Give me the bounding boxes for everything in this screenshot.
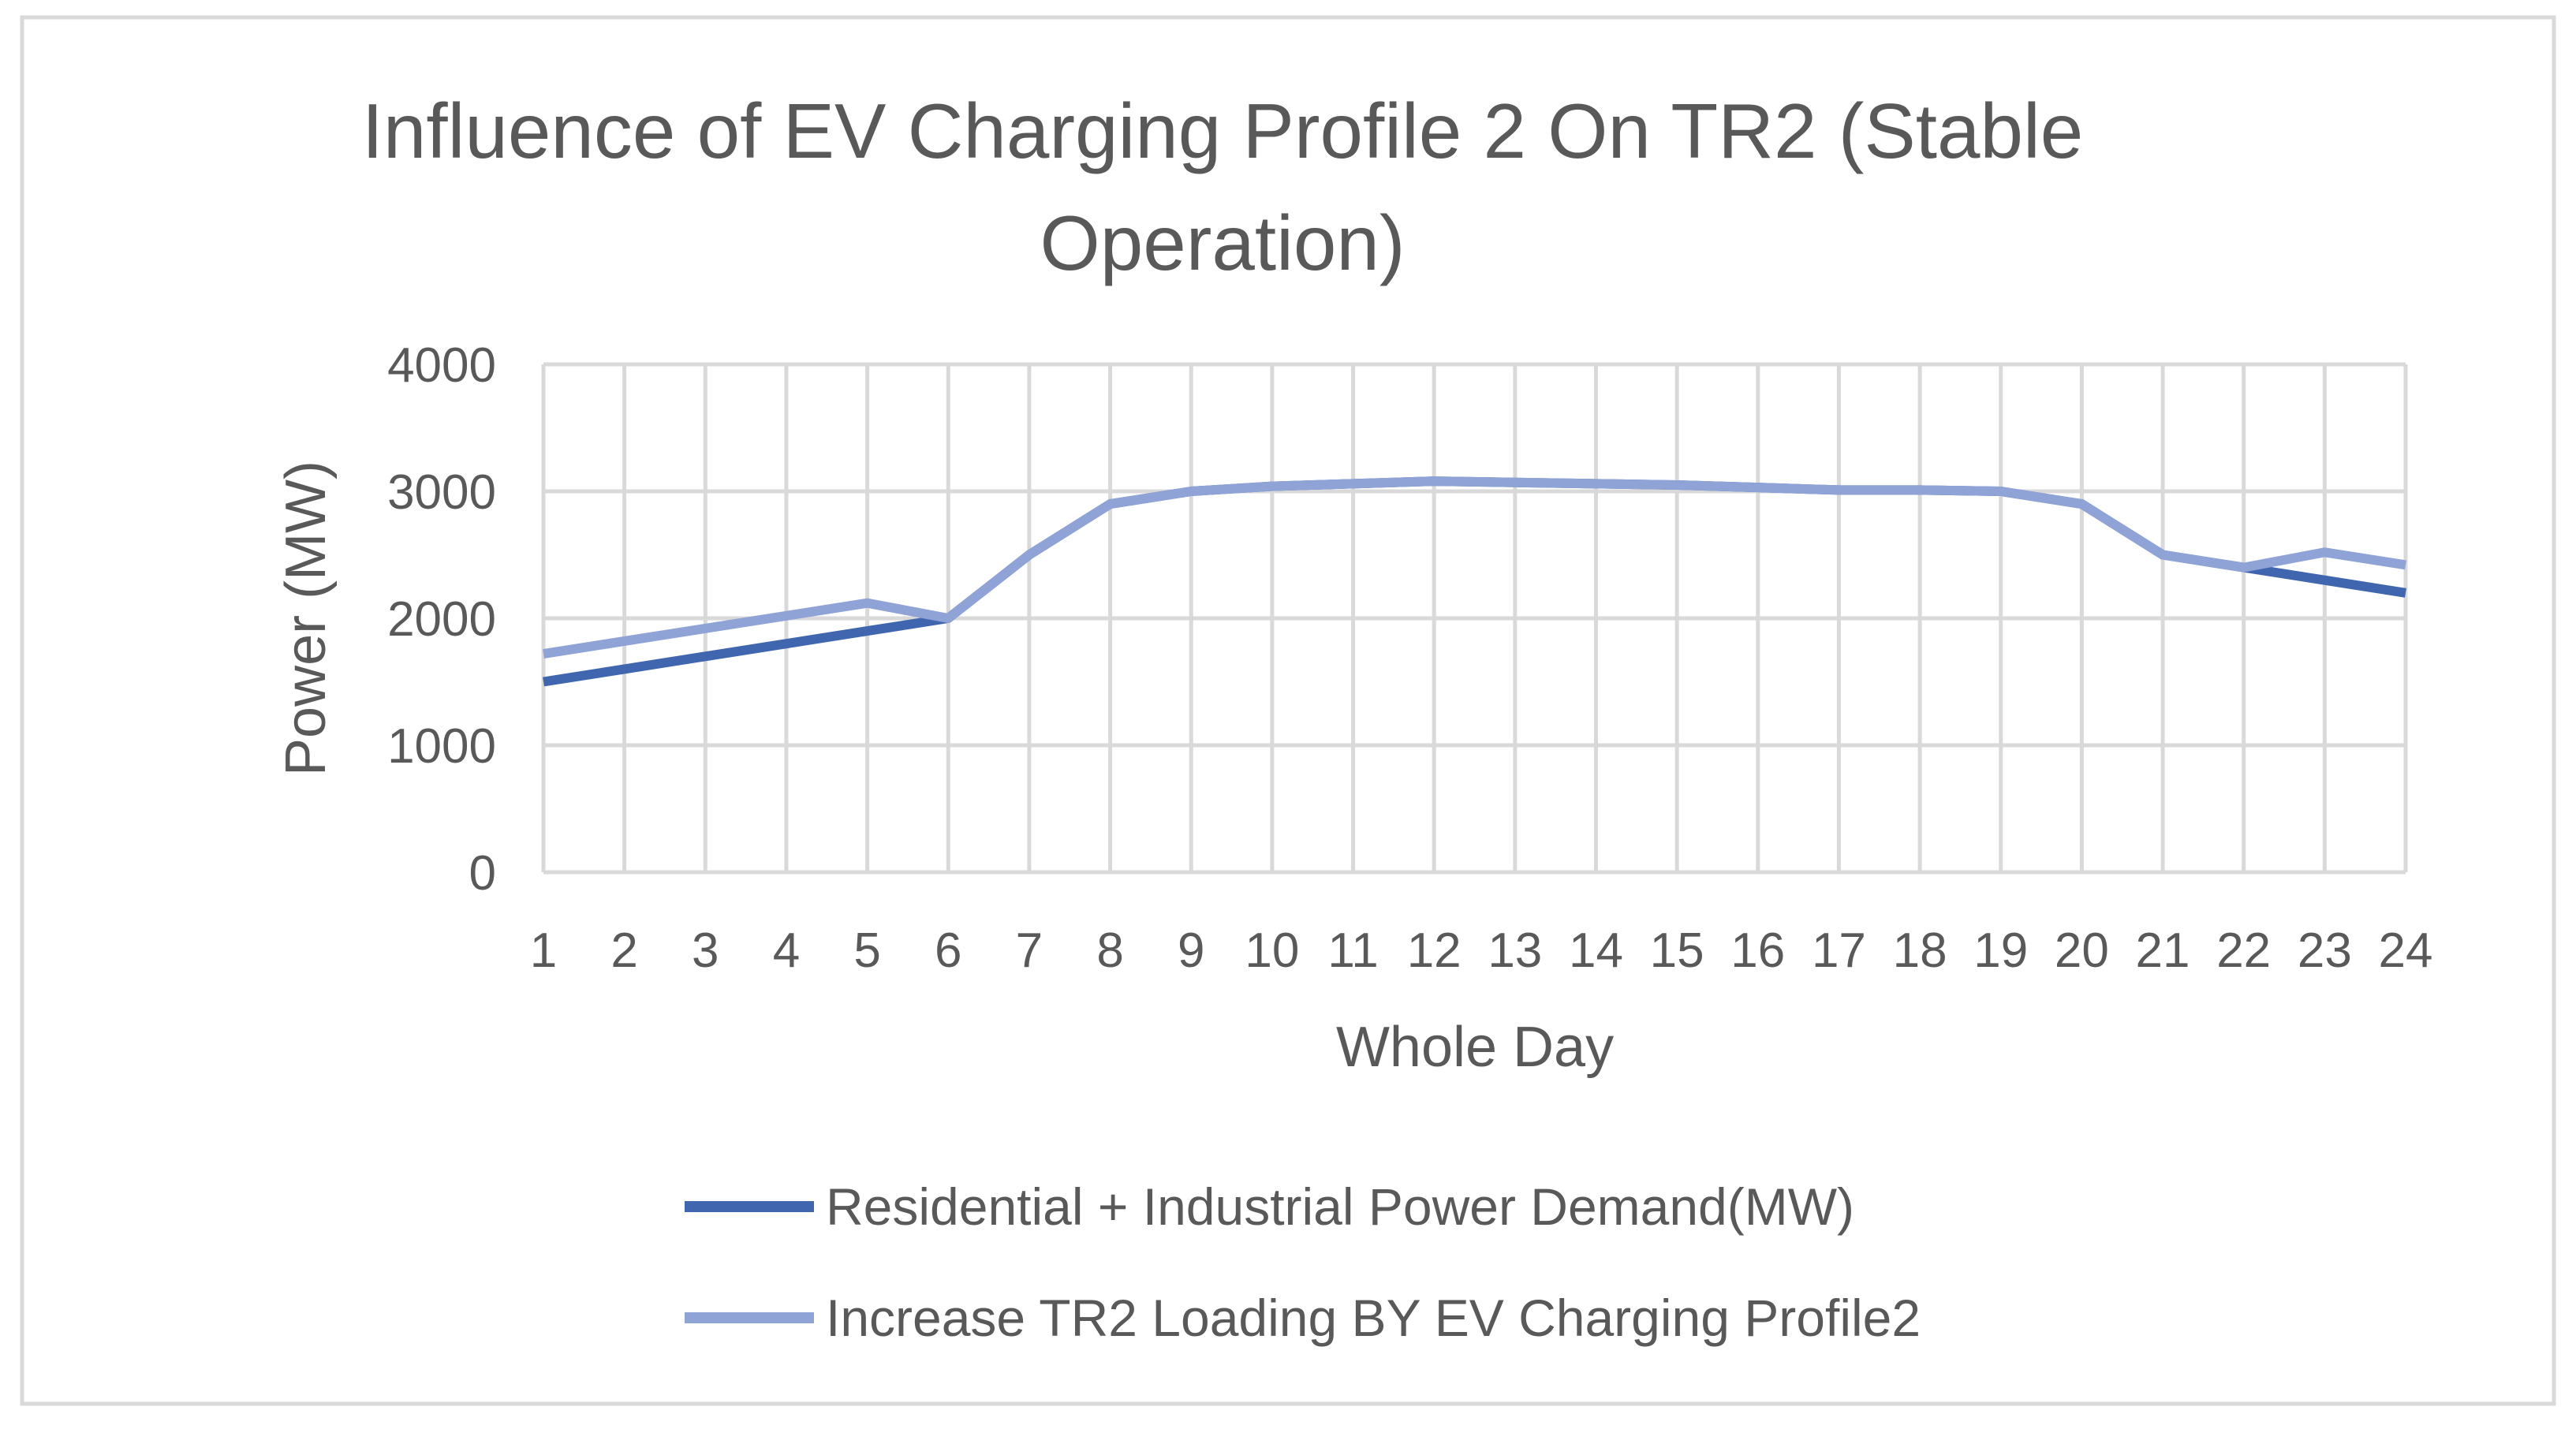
x-tick-label: 12 bbox=[1407, 923, 1462, 978]
x-tick-label: 20 bbox=[2055, 923, 2109, 978]
x-tick-label: 6 bbox=[935, 923, 961, 978]
x-tick-label: 19 bbox=[1973, 923, 2028, 978]
x-tick-label: 7 bbox=[1016, 923, 1043, 978]
legend: Residential + Industrial Power Demand(MW… bbox=[685, 1177, 1921, 1347]
y-tick-label: 1000 bbox=[387, 719, 496, 774]
y-axis-label: Power (MW) bbox=[274, 461, 338, 776]
x-tick-label: 4 bbox=[773, 923, 800, 978]
x-tick-label: 15 bbox=[1650, 923, 1704, 978]
legend-label-ev-profile2: Increase TR2 Loading BY EV Charging Prof… bbox=[826, 1289, 1921, 1347]
x-tick-label: 1 bbox=[530, 923, 557, 978]
x-tick-label: 23 bbox=[2298, 923, 2352, 978]
x-tick-label: 18 bbox=[1893, 923, 1947, 978]
legend-item-residential-industrial[interactable]: Residential + Industrial Power Demand(MW… bbox=[685, 1177, 1854, 1236]
x-tick-label: 9 bbox=[1178, 923, 1204, 978]
y-tick-label: 3000 bbox=[387, 465, 496, 520]
x-tick-label: 10 bbox=[1245, 923, 1299, 978]
x-tick-label: 2 bbox=[610, 923, 637, 978]
y-tick-label: 0 bbox=[469, 846, 496, 901]
chart-frame bbox=[20, 15, 2556, 1406]
series-layer bbox=[543, 476, 2406, 687]
x-tick-label: 17 bbox=[1812, 923, 1866, 978]
x-tick-label: 8 bbox=[1096, 923, 1123, 978]
x-tick-label: 14 bbox=[1569, 923, 1623, 978]
x-tick-label: 11 bbox=[1327, 923, 1378, 978]
x-tick-label: 13 bbox=[1488, 923, 1542, 978]
y-tick-label: 2000 bbox=[387, 592, 496, 647]
grid-layer bbox=[541, 362, 2408, 875]
x-axis-label: Whole Day bbox=[1336, 1016, 1614, 1079]
legend-label-residential-industrial: Residential + Industrial Power Demand(MW… bbox=[826, 1177, 1854, 1236]
legend-item-ev-profile2[interactable]: Increase TR2 Loading BY EV Charging Prof… bbox=[685, 1289, 1921, 1347]
x-tick-label: 5 bbox=[853, 923, 880, 978]
x-tick-label: 16 bbox=[1730, 923, 1785, 978]
y-tick-labels: 0 1000 2000 3000 4000 bbox=[387, 338, 496, 901]
x-tick-labels: 1 2 3 4 5 6 7 8 9 10 11 12 13 14 15 16 17 18 19 20 21 22 23 24 bbox=[530, 923, 2433, 978]
x-tick-label: 24 bbox=[2379, 923, 2433, 978]
x-tick-label: 21 bbox=[2136, 923, 2190, 978]
chart-title-line-1: Influence of EV Charging Profile 2 On TR… bbox=[362, 88, 2084, 174]
chart-title-line-2: Operation) bbox=[1040, 200, 1405, 286]
x-tick-label: 22 bbox=[2216, 923, 2271, 978]
series-line-ev-profile2 bbox=[543, 476, 2406, 659]
y-tick-label: 4000 bbox=[387, 338, 496, 393]
x-tick-label: 3 bbox=[692, 923, 719, 978]
